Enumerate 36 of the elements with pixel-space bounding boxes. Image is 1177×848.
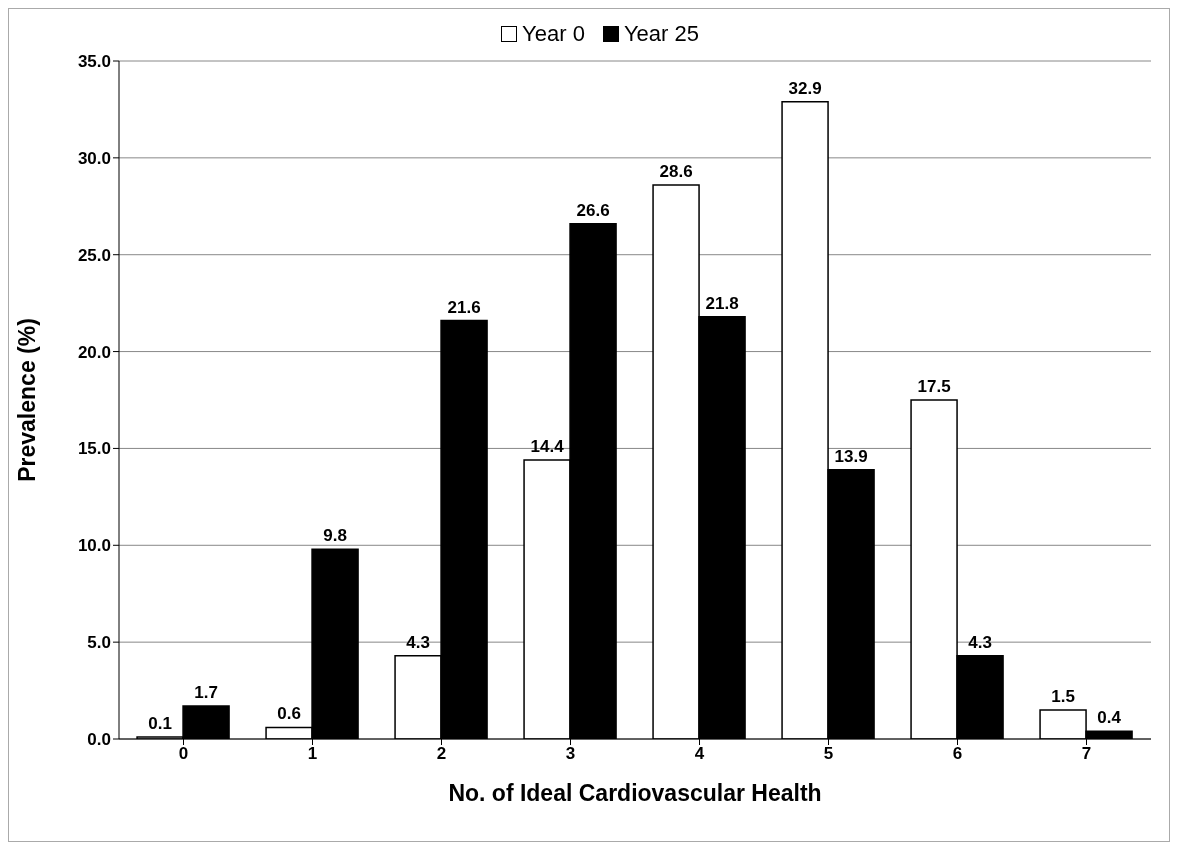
data-label: 32.9 [788,78,822,98]
data-label: 28.6 [659,161,693,181]
y-axis-title: Prevalence (%) [14,318,41,482]
y-tick-label: 30.0 [77,148,111,168]
data-label: 0.4 [1097,708,1122,728]
data-label: 1.7 [194,683,218,703]
y-tick-label: 0.0 [87,730,111,750]
x-tick-label: 4 [694,744,705,764]
x-tick-label: 0 [178,744,189,764]
data-label: 17.5 [917,377,951,396]
data-label: 21.6 [447,297,481,317]
data-label: 0.1 [148,714,172,734]
x-tick-label: 3 [565,744,576,764]
x-tick-label: 2 [436,744,447,764]
x-tick-label: 6 [952,744,963,764]
y-tick-label: 25.0 [77,245,111,265]
x-axis-title: No. of Ideal Cardiovascular Health [448,780,822,806]
data-label: 21.8 [705,293,739,313]
data-label: 4.3 [406,632,430,652]
legend-label: Year 0 [522,21,585,47]
data-label: 4.3 [968,632,992,652]
x-tick-label: 5 [823,744,834,764]
data-label: 13.9 [834,446,868,466]
y-tick-label: 10.0 [77,536,111,556]
y-tick-label: 20.0 [77,342,111,362]
legend-label: Year 25 [623,21,699,47]
y-tick-label: 35.0 [77,52,111,72]
x-tick-label: 7 [1081,744,1092,764]
data-label: 1.5 [1051,686,1075,706]
data-label: 9.8 [323,526,347,546]
data-label: 26.6 [576,200,610,220]
data-label: 0.6 [277,704,301,724]
x-tick-label: 1 [307,744,318,764]
y-tick-label: 15.0 [77,439,111,459]
y-tick-label: 5.0 [87,633,111,653]
data-label: 14.4 [530,437,565,457]
